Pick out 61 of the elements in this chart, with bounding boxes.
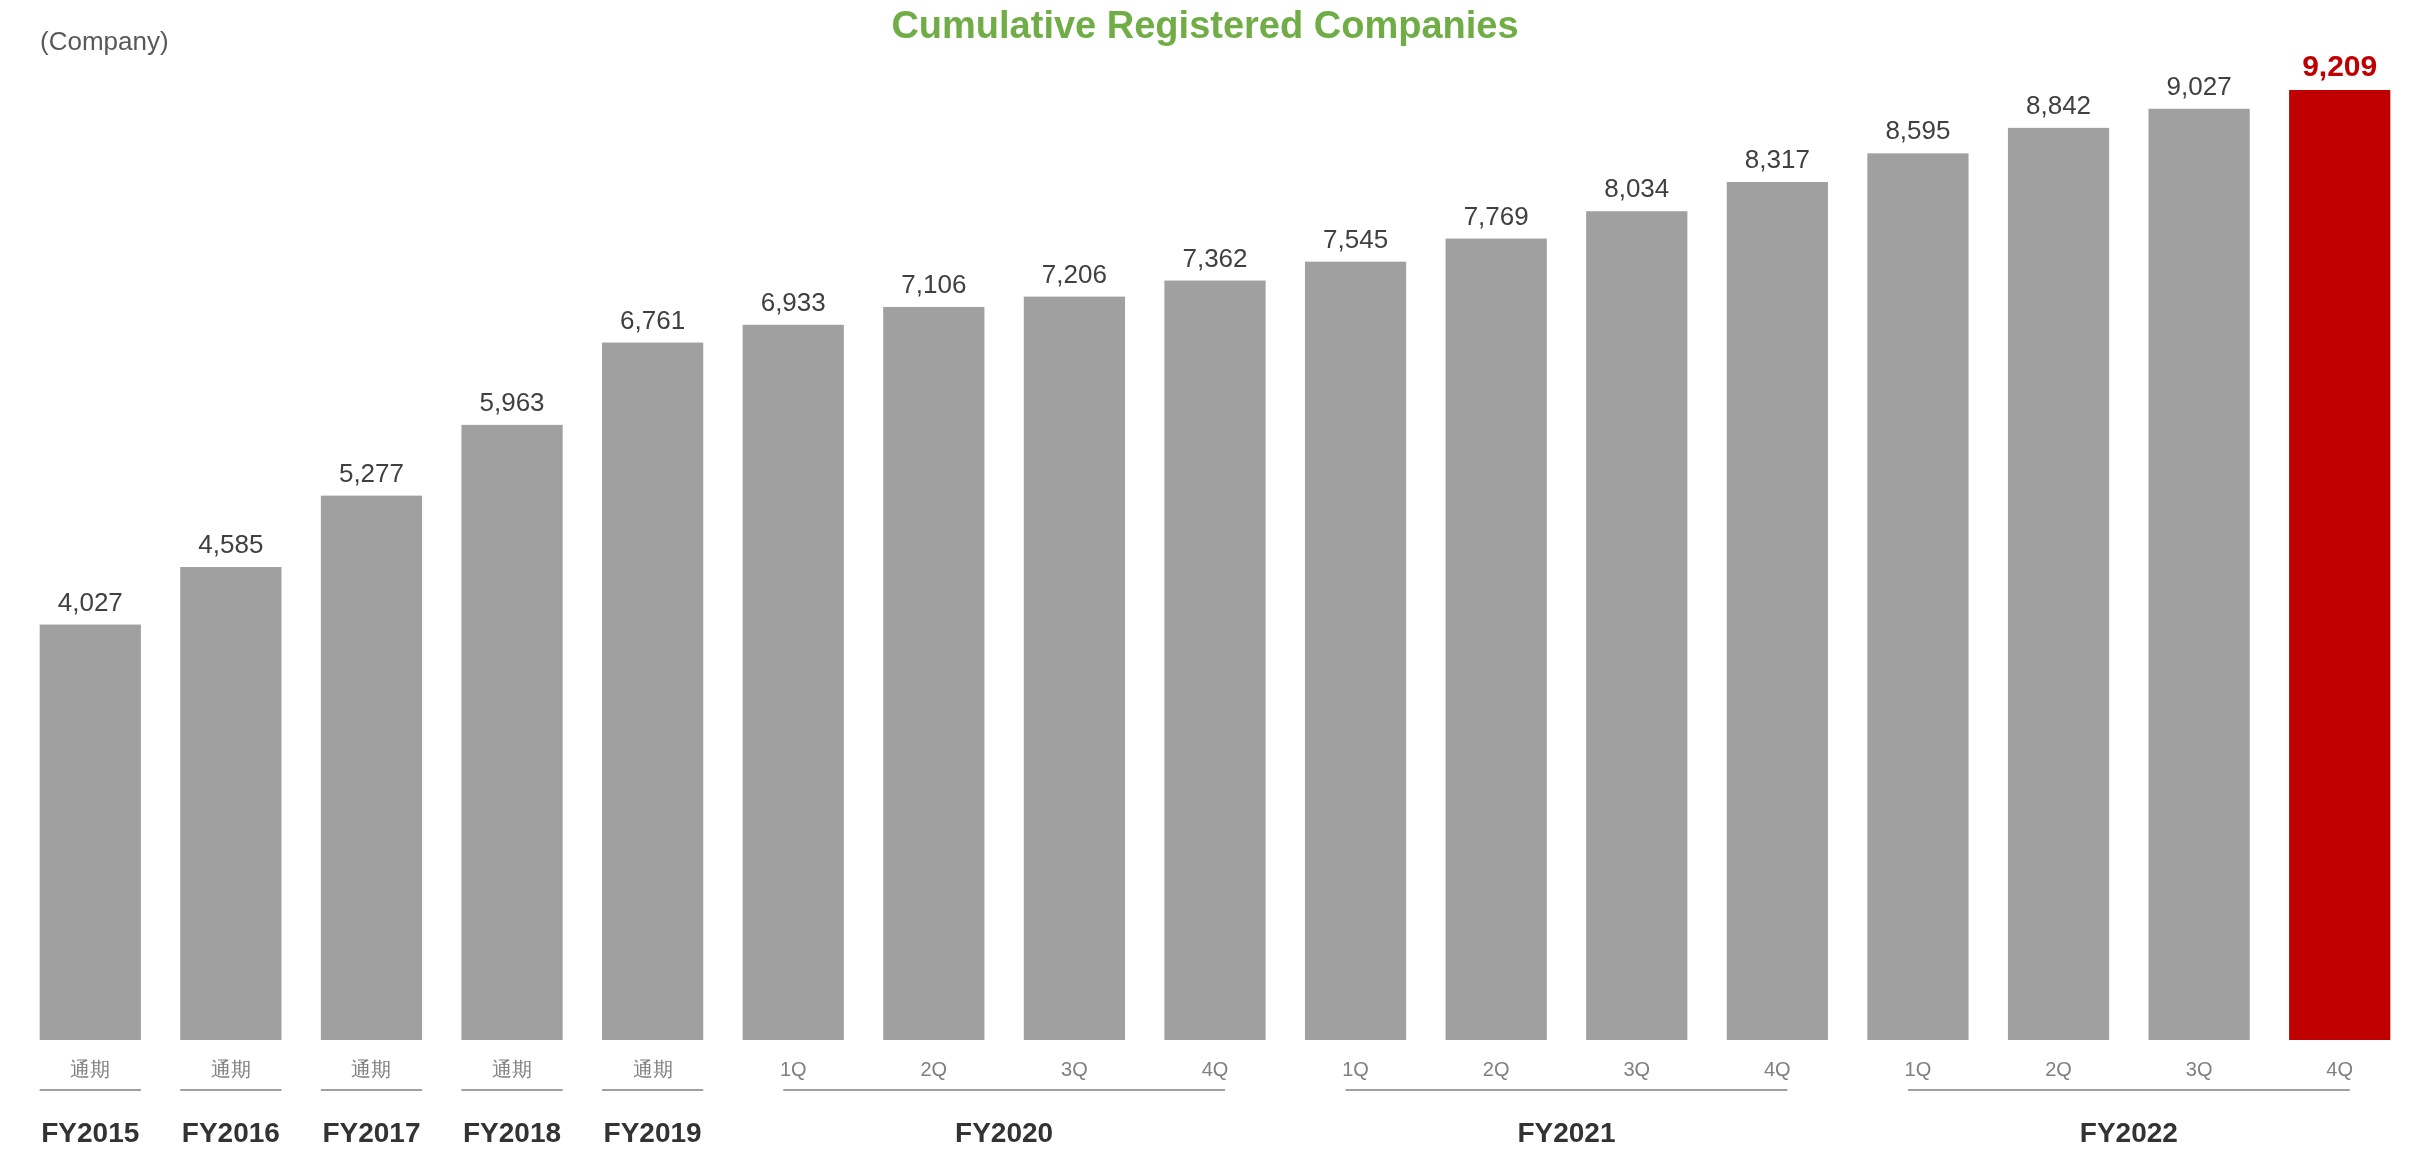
bar: [320, 495, 423, 1040]
data-label: 7,545: [1323, 223, 1389, 254]
x-tick-label: 通期: [492, 1058, 533, 1080]
text: FY2017: [322, 1117, 421, 1148]
x-tick-label: 3Q: [1623, 1058, 1651, 1080]
x-tick-label: 通期: [632, 1058, 673, 1080]
bar: [883, 306, 985, 1040]
bar: [39, 624, 141, 1040]
x-tick-label: 4Q: [2326, 1058, 2354, 1080]
bar: [602, 342, 704, 1040]
x-tick-label: 2Q: [1482, 1058, 1510, 1080]
data-label: 8,842: [2025, 89, 2092, 120]
data-label: 6,933: [760, 286, 826, 317]
x-tick-label: 1Q: [1342, 1058, 1369, 1080]
data-label: 8,317: [1744, 144, 1810, 175]
bar: [461, 424, 563, 1040]
data-label: 6,761: [620, 304, 686, 335]
bar: [1726, 182, 1828, 1040]
bar: [180, 567, 282, 1040]
bar: [2007, 127, 2110, 1040]
data-label: 8,034: [1604, 173, 1670, 204]
data-label: 7,206: [1041, 258, 1107, 289]
x-tick-label: 3Q: [1061, 1058, 1088, 1080]
text: FY2016: [181, 1117, 280, 1148]
bar: [2148, 108, 2250, 1040]
bar: [1867, 153, 1969, 1040]
x-tick-label: 通期: [210, 1058, 251, 1080]
x-tick-label: 3Q: [2185, 1058, 2213, 1080]
data-label: 4,585: [198, 529, 264, 560]
bar: [2289, 90, 2391, 1040]
data-label: 7,362: [1182, 242, 1248, 273]
data-label: 5,963: [479, 386, 545, 417]
chart-title: Cumulative Registered Companies: [891, 4, 1519, 46]
data-label: 5,277: [338, 457, 405, 488]
bar: [1445, 238, 1547, 1040]
bar: [742, 324, 844, 1040]
y-axis-title: (Company): [40, 26, 169, 56]
text: FY2019: [603, 1117, 702, 1148]
data-label: 8,595: [1885, 115, 1951, 146]
text: FY2020: [955, 1117, 1054, 1148]
bar: [1023, 296, 1126, 1040]
x-tick-label: 通期: [351, 1058, 392, 1080]
text: FY2015: [41, 1117, 140, 1148]
x-tick-label: 1Q: [779, 1058, 807, 1080]
text: FY2021: [1517, 1117, 1616, 1148]
data-label: 9,209: [2302, 49, 2378, 82]
data-label: 4,027: [57, 586, 123, 617]
bar: [1586, 211, 1688, 1040]
bar: [1304, 261, 1407, 1040]
x-tick-label: 4Q: [1764, 1058, 1791, 1080]
x-tick-label: 1Q: [1904, 1058, 1932, 1080]
x-tick-label: 2Q: [2045, 1058, 2072, 1080]
text: FY2022: [2079, 1117, 2178, 1148]
data-label: 7,106: [901, 268, 967, 299]
x-tick-label: 2Q: [920, 1058, 948, 1080]
data-label: 7,769: [1463, 200, 1529, 231]
text: FY2018: [463, 1117, 562, 1148]
x-tick-label: 通期: [70, 1058, 111, 1080]
data-label: 9,027: [2166, 70, 2232, 101]
bar: [1164, 280, 1266, 1040]
x-tick-label: 4Q: [1201, 1058, 1229, 1080]
